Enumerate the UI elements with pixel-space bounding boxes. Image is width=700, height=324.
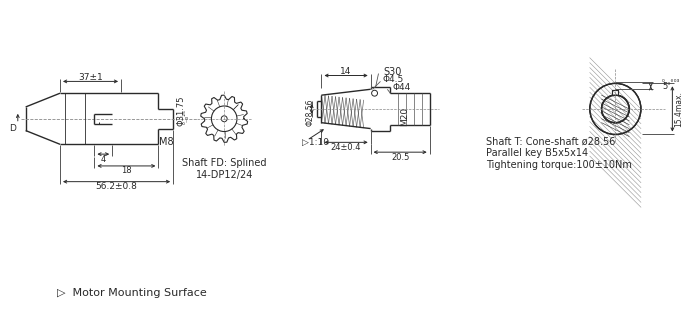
Text: Φ44: Φ44 bbox=[392, 83, 410, 92]
Text: Shaft T: Cone-shaft ø28.56
Parallel key B5x5x14
Tightening torque:100±10Nm: Shaft T: Cone-shaft ø28.56 Parallel key … bbox=[486, 136, 631, 170]
Text: 20.5: 20.5 bbox=[391, 153, 409, 162]
Text: 24±0.4: 24±0.4 bbox=[331, 143, 361, 152]
Text: ⁰₋₀°⁰³: ⁰₋₀°⁰³ bbox=[662, 80, 680, 86]
Text: M20: M20 bbox=[400, 107, 410, 126]
Text: 56.2±0.8: 56.2±0.8 bbox=[96, 182, 137, 191]
Text: ▷  Motor Mounting Surface: ▷ Motor Mounting Surface bbox=[57, 288, 207, 298]
Text: Φ28.56: Φ28.56 bbox=[306, 98, 314, 126]
Text: ▷1:10: ▷1:10 bbox=[302, 138, 329, 147]
Text: 15.4max.: 15.4max. bbox=[674, 91, 682, 127]
Text: 5: 5 bbox=[662, 82, 667, 91]
Text: 14: 14 bbox=[340, 67, 352, 76]
Bar bbox=[612, 90, 618, 95]
Text: Φ4.5: Φ4.5 bbox=[382, 75, 404, 84]
Text: 4: 4 bbox=[101, 155, 106, 164]
Text: D: D bbox=[9, 124, 16, 133]
Bar bbox=[612, 90, 618, 95]
Text: S30: S30 bbox=[384, 66, 402, 76]
Text: Shaft FD: Splined
14-DP12/24: Shaft FD: Splined 14-DP12/24 bbox=[182, 158, 267, 180]
Circle shape bbox=[601, 95, 629, 123]
Text: M8: M8 bbox=[159, 137, 174, 147]
Text: ⁰₋₀²⁵: ⁰₋₀²⁵ bbox=[184, 110, 190, 124]
Text: Φ31.75: Φ31.75 bbox=[176, 96, 186, 126]
Text: 18: 18 bbox=[121, 166, 132, 175]
Text: 37±1: 37±1 bbox=[78, 73, 103, 82]
